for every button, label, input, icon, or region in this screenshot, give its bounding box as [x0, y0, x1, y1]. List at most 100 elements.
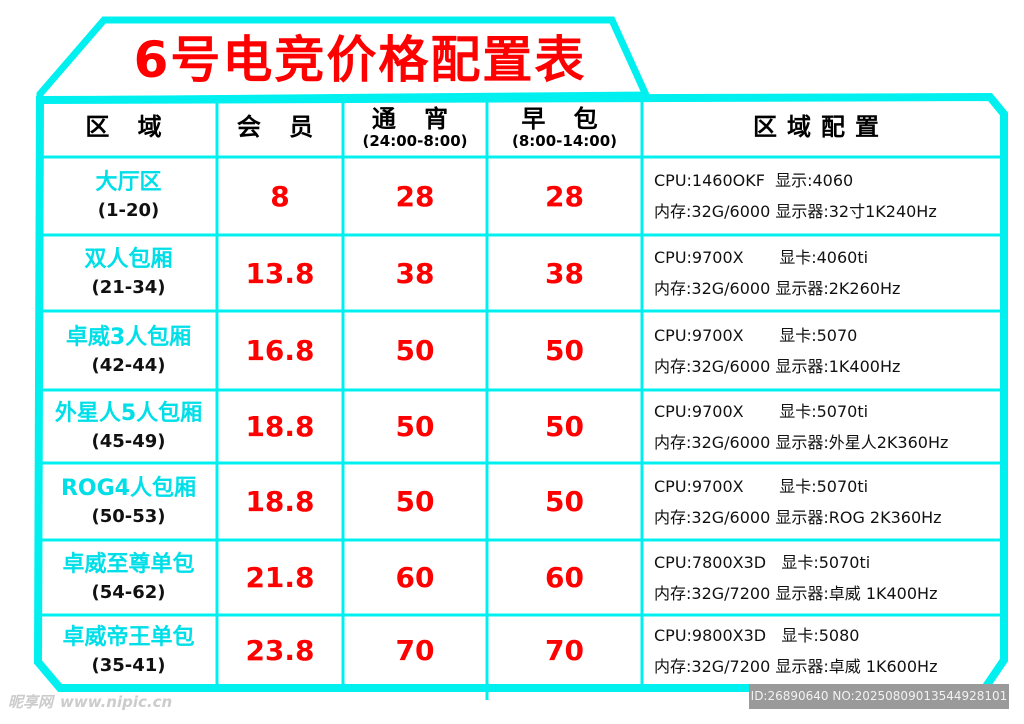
- config-cell: CPU:9700X 显卡:5070 内存:32G/6000 显示器:1K400Hz: [642, 311, 1000, 390]
- member-price-cell: 18.8: [217, 463, 343, 540]
- overnight-price: 38: [395, 256, 435, 290]
- member-price: 16.8: [245, 334, 315, 367]
- member-price-cell: 16.8: [217, 311, 343, 390]
- morning-price: 50: [545, 410, 584, 443]
- morning-price: 50: [545, 334, 584, 367]
- member-price-cell: 18.8: [217, 390, 343, 463]
- overnight-price: 60: [395, 561, 435, 594]
- morning-price-cell: 60: [487, 540, 642, 615]
- overnight-price-cell: 50: [343, 390, 487, 463]
- seat-range: (42-44): [91, 354, 166, 376]
- morning-price: 70: [545, 634, 584, 667]
- member-price: 21.8: [245, 561, 315, 594]
- overnight-price: 70: [395, 634, 435, 667]
- overnight-price-cell: 38: [343, 235, 487, 311]
- watermark-logo: 昵享网 www.nipic.cn: [8, 693, 173, 711]
- config-cell: CPU:9700X 显卡:5070ti 内存:32G/6000 显示器:外星人2K…: [642, 390, 1000, 463]
- config-cpu-gpu: CPU:7800X3D 显卡:5070ti: [654, 552, 871, 572]
- region-name: ROG4人包厢: [60, 475, 196, 501]
- region-cell: 卓威帝王单包 (35-41): [40, 615, 217, 686]
- header-label: 早 包: [521, 105, 608, 133]
- seat-range: (1-20): [97, 200, 160, 221]
- morning-price: 50: [545, 485, 584, 518]
- region-name: 卓威至尊单包: [62, 551, 195, 577]
- page-title: 6号电竞价格配置表: [133, 31, 587, 89]
- region-name: 外星人5人包厢: [54, 400, 203, 426]
- config-memory-monitor: 内存:32G/6000 显示器:ROG 2K360Hz: [654, 507, 942, 527]
- member-price-cell: 8: [217, 157, 343, 235]
- overnight-price-cell: 60: [343, 540, 487, 615]
- config-cell: CPU:1460OKF 显示:4060 内存:32G/6000 显示器:32寸1K…: [642, 157, 1000, 235]
- overnight-price-cell: 50: [343, 463, 487, 540]
- config-cpu-gpu: CPU:9700X 显卡:4060ti: [654, 248, 869, 267]
- header-cell: 早 包 (8:00-14:00): [487, 97, 642, 157]
- member-price: 23.8: [245, 634, 315, 667]
- member-price-cell: 23.8: [217, 615, 343, 686]
- region-cell: ROG4人包厢 (50-53): [40, 463, 217, 540]
- watermark-id: ID:26890640 NO:20250809013544928101: [749, 684, 1009, 709]
- overnight-price: 50: [395, 334, 435, 367]
- header-label: 通 宵: [371, 105, 459, 133]
- morning-price-cell: 50: [487, 463, 642, 540]
- morning-price: 38: [545, 256, 584, 290]
- member-price: 13.8: [245, 256, 315, 290]
- overnight-price: 50: [395, 410, 435, 443]
- config-cpu-gpu: CPU:9800X3D 显卡:5080: [654, 625, 860, 645]
- header-label: 区 域: [85, 113, 172, 141]
- overnight-price: 28: [395, 179, 435, 213]
- region-name: 双人包厢: [84, 247, 173, 272]
- overnight-price-cell: 28: [343, 157, 487, 235]
- header-cell: 通 宵 (24:00-8:00): [343, 97, 487, 157]
- seat-range: (45-49): [91, 430, 166, 452]
- morning-price-cell: 50: [487, 390, 642, 463]
- region-cell: 卓威3人包厢 (42-44): [40, 311, 217, 390]
- seat-range: (21-34): [91, 277, 166, 298]
- header-cell: 区域配置: [642, 97, 1000, 157]
- config-memory-monitor: 内存:32G/6000 显示器:2K260Hz: [654, 279, 901, 298]
- seat-range: (54-62): [91, 581, 166, 603]
- outer-frame: [33, 92, 1008, 692]
- header-time-range: (24:00-8:00): [362, 132, 468, 150]
- header-label: 会 员: [236, 113, 324, 141]
- overnight-price-cell: 50: [343, 311, 487, 390]
- morning-price-cell: 38: [487, 235, 642, 311]
- region-name: 卓威帝王单包: [62, 624, 195, 650]
- morning-price-cell: 28: [487, 157, 642, 235]
- seat-range: (35-41): [91, 654, 166, 676]
- seat-range: (50-53): [91, 505, 166, 527]
- header-cell: 区 域: [40, 97, 217, 157]
- morning-price-cell: 50: [487, 311, 642, 390]
- region-cell: 外星人5人包厢 (45-49): [40, 390, 217, 463]
- overnight-price-cell: 70: [343, 615, 487, 686]
- member-price-cell: 21.8: [217, 540, 343, 615]
- member-price-cell: 13.8: [217, 235, 343, 311]
- config-memory-monitor: 内存:32G/7200 显示器:卓威 1K400Hz: [654, 583, 938, 603]
- member-price: 18.8: [245, 410, 315, 443]
- config-cpu-gpu: CPU:9700X 显卡:5070: [654, 325, 858, 345]
- region-cell: 大厅区 (1-20): [40, 157, 217, 235]
- overnight-price: 50: [395, 485, 435, 518]
- header-time-range: (8:00-14:00): [512, 132, 617, 150]
- config-memory-monitor: 内存:32G/6000 显示器:32寸1K240Hz: [654, 202, 937, 221]
- region-name: 大厅区: [95, 170, 162, 195]
- morning-price-cell: 70: [487, 615, 642, 686]
- region-name: 卓威3人包厢: [65, 324, 192, 350]
- config-memory-monitor: 内存:32G/6000 显示器:外星人2K360Hz: [654, 432, 949, 452]
- member-price: 18.8: [245, 485, 315, 518]
- morning-price: 28: [545, 179, 584, 213]
- header-cell: 会 员: [217, 97, 343, 157]
- config-memory-monitor: 内存:32G/7200 显示器:卓威 1K600Hz: [654, 656, 938, 676]
- morning-price: 60: [545, 561, 584, 594]
- config-cpu-gpu: CPU:9700X 显卡:5070ti: [654, 476, 869, 496]
- config-cpu-gpu: CPU:9700X 显卡:5070ti: [654, 401, 869, 421]
- region-cell: 卓威至尊单包 (54-62): [40, 540, 217, 615]
- member-price: 8: [270, 179, 290, 213]
- config-cell: CPU:9800X3D 显卡:5080 内存:32G/7200 显示器:卓威 1K…: [642, 615, 1000, 686]
- config-cell: CPU:9700X 显卡:4060ti 内存:32G/6000 显示器:2K260…: [642, 235, 1000, 311]
- region-cell: 双人包厢 (21-34): [40, 235, 217, 311]
- header-label: 区域配置: [753, 113, 889, 141]
- config-cell: CPU:7800X3D 显卡:5070ti 内存:32G/7200 显示器:卓威 …: [642, 540, 1000, 615]
- config-memory-monitor: 内存:32G/6000 显示器:1K400Hz: [654, 356, 901, 376]
- config-cell: CPU:9700X 显卡:5070ti 内存:32G/6000 显示器:ROG 2…: [642, 463, 1000, 540]
